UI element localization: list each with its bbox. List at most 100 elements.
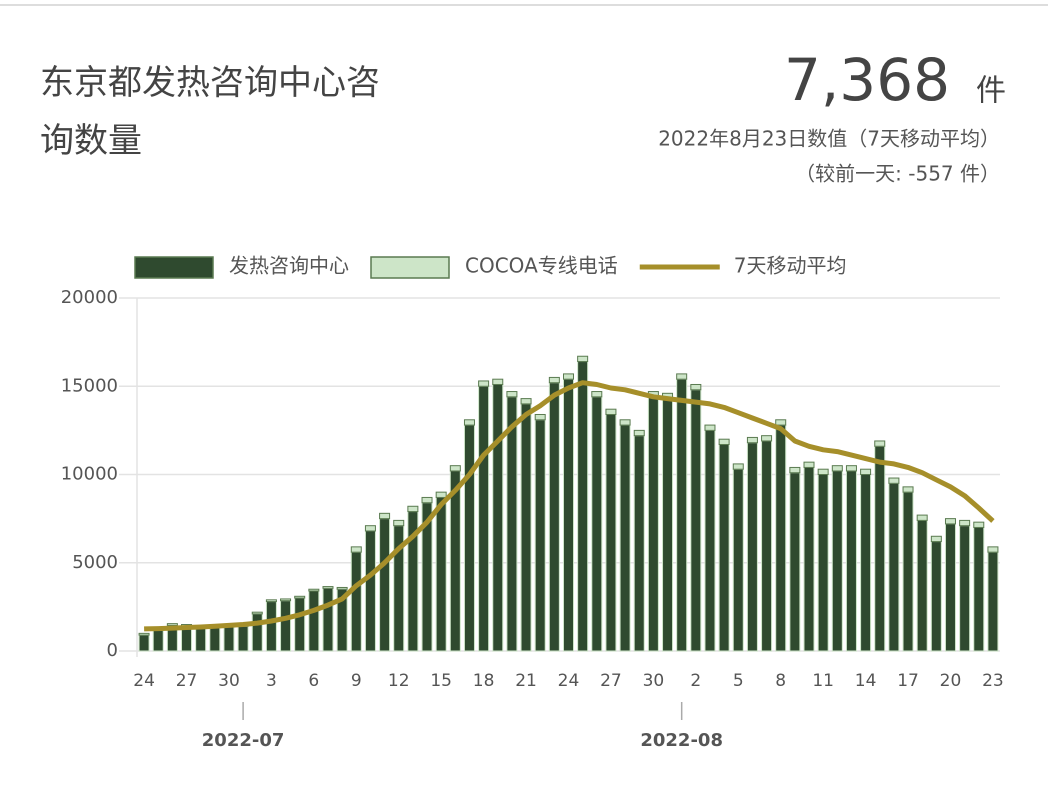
- bar: [506, 396, 518, 652]
- bar: [987, 546, 999, 553]
- x-tick-label: 27: [176, 671, 198, 691]
- bar: [421, 496, 433, 504]
- legend-swatch: [370, 256, 450, 279]
- x-tick-label: 30: [643, 671, 665, 691]
- bar: [619, 424, 631, 652]
- bar: [803, 466, 815, 652]
- bar: [845, 465, 857, 472]
- bar: [449, 465, 461, 472]
- bar: [237, 625, 249, 652]
- bar: [718, 443, 730, 652]
- bar: [322, 586, 334, 589]
- y-tick-label: 20000: [61, 287, 118, 308]
- bar: [251, 611, 263, 615]
- bar: [577, 355, 589, 363]
- bar: [746, 442, 758, 652]
- bar: [548, 382, 560, 652]
- bar: [478, 385, 490, 652]
- bar: [350, 551, 362, 652]
- bar: [563, 373, 574, 380]
- bar: [534, 419, 546, 652]
- bar: [463, 419, 475, 426]
- bar: [973, 526, 985, 652]
- bar: [930, 541, 942, 652]
- bar: [860, 468, 872, 475]
- bar: [265, 601, 277, 652]
- bar: [379, 518, 391, 652]
- plot: 0 5000 10000 15000 20000 24 27 30 3 6 9 12 15 18 21 24 2…: [61, 254, 1004, 752]
- bar: [138, 634, 150, 652]
- legend-label: 发热咨询中心: [229, 254, 349, 278]
- bar: [364, 530, 376, 652]
- bar: [336, 586, 348, 590]
- x-tick-label: 2: [690, 671, 701, 691]
- bar: [294, 597, 306, 652]
- bar: [690, 389, 702, 652]
- legend-swatch: [134, 256, 214, 279]
- bar: [280, 598, 292, 602]
- bar: [407, 505, 419, 513]
- legend-label: COCOA专线电话: [465, 254, 618, 278]
- x-tick-label: 21: [515, 671, 537, 691]
- bar: [633, 435, 645, 652]
- bar: [647, 396, 659, 652]
- x-tick-label: 11: [812, 671, 834, 691]
- bar: [166, 623, 178, 626]
- bar: [874, 440, 886, 447]
- bar: [959, 525, 971, 652]
- bar: [633, 429, 645, 437]
- bar: [195, 627, 207, 652]
- x-tick-label: 6: [308, 671, 319, 691]
- bar: [591, 391, 603, 398]
- bar: [860, 474, 872, 652]
- month-label: 2022-08: [640, 730, 723, 751]
- x-tick-label: 8: [775, 671, 786, 691]
- bar: [662, 398, 674, 652]
- bar: [789, 472, 801, 652]
- bar: [690, 383, 702, 391]
- x-tick-label: 20: [940, 671, 962, 691]
- bar: [563, 378, 574, 652]
- bar: [676, 378, 688, 652]
- bar: [817, 474, 829, 652]
- legend-label: 7天移动平均: [734, 254, 847, 278]
- x-tick-label: 5: [733, 671, 744, 691]
- bar: [577, 361, 589, 652]
- bar: [209, 626, 221, 652]
- bar: [619, 419, 631, 426]
- bar: [732, 463, 744, 470]
- bar: [916, 519, 928, 652]
- month-label: 2022-07: [202, 730, 285, 751]
- bar: [393, 519, 405, 527]
- bar: [280, 600, 292, 652]
- y-tick-label: 15000: [61, 375, 118, 396]
- bar: [789, 466, 801, 474]
- bar: [775, 424, 787, 652]
- bar: [520, 403, 532, 652]
- bar: [775, 419, 787, 426]
- x-tick-label: 17: [897, 671, 919, 691]
- bar: [492, 378, 504, 385]
- y-tick-label: 0: [107, 640, 118, 661]
- bar: [308, 588, 320, 592]
- change-note: （较前一天: -557 件）: [795, 162, 1000, 186]
- x-tick-label: 14: [855, 671, 877, 691]
- y-tick-label: 5000: [72, 552, 118, 573]
- bar: [223, 625, 235, 652]
- bar: [435, 496, 447, 652]
- x-tick-label: 15: [430, 671, 452, 691]
- bar: [364, 525, 376, 532]
- x-tick-label: 24: [558, 671, 580, 691]
- bar: [676, 373, 688, 380]
- bar: [874, 445, 886, 652]
- bar: [761, 440, 773, 652]
- bar: [506, 391, 518, 398]
- bar: [930, 535, 942, 543]
- bar: [987, 551, 999, 652]
- bar: [591, 396, 603, 652]
- headline-unit: 件: [976, 74, 1006, 109]
- bar: [322, 587, 334, 652]
- bar: [902, 486, 914, 493]
- bar: [548, 376, 560, 384]
